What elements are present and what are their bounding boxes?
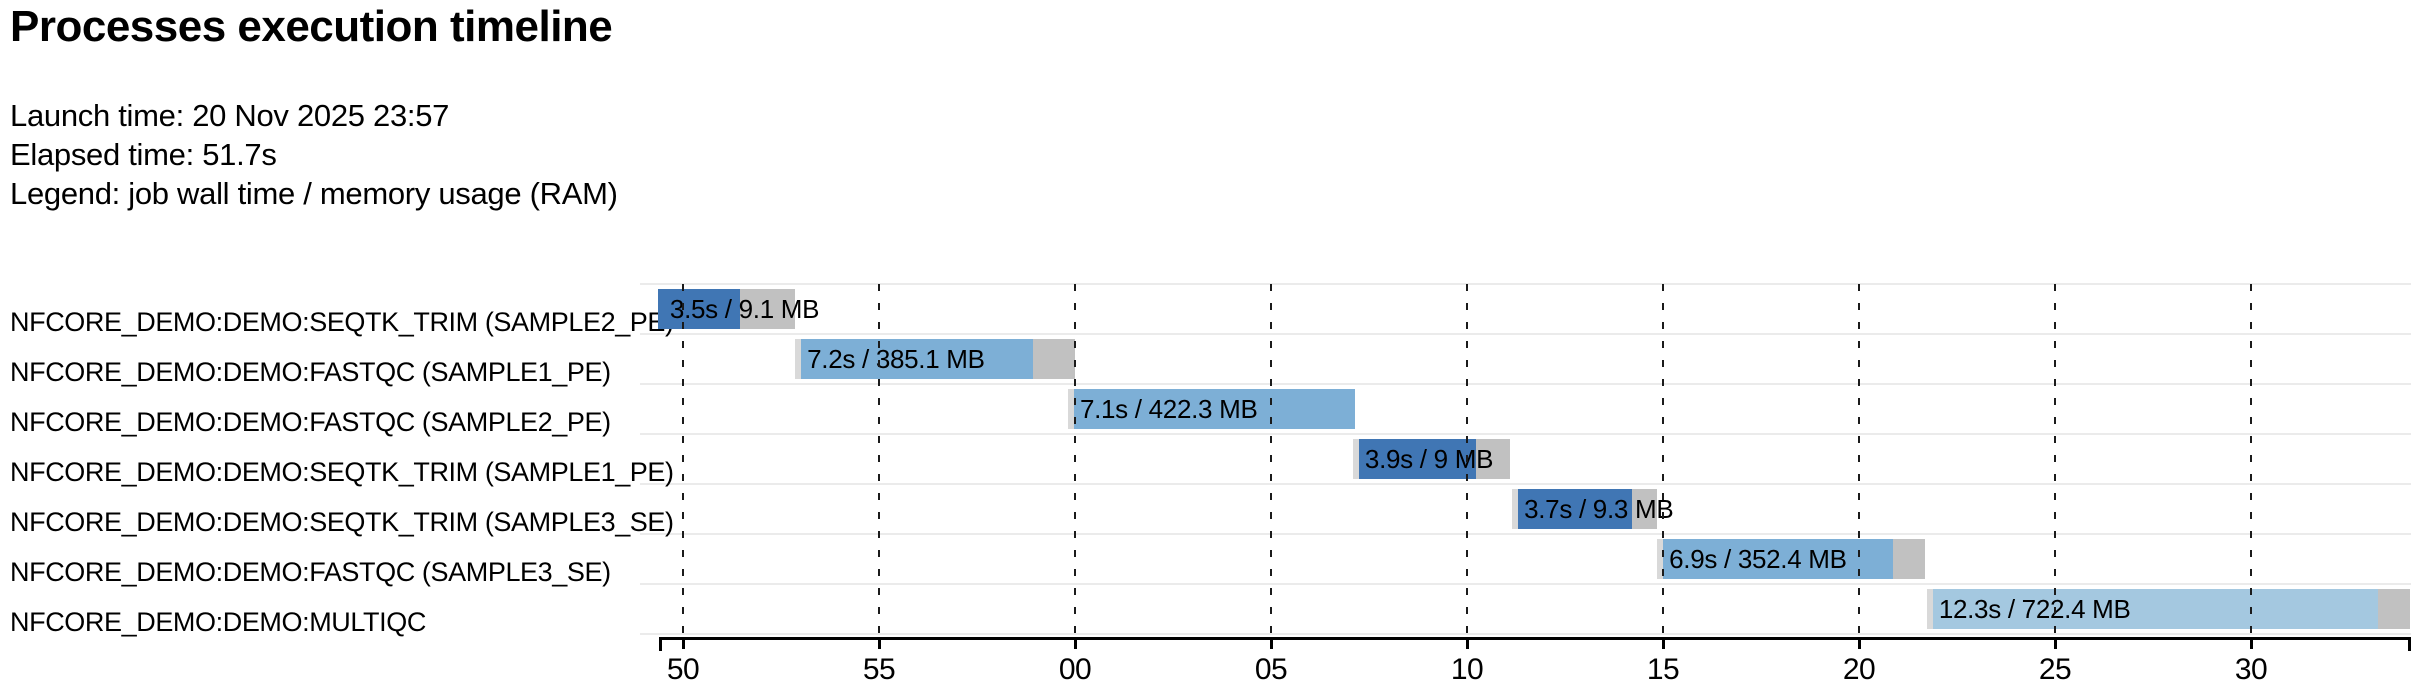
row-separator-line: [640, 383, 2411, 385]
process-label: NFCORE_DEMO:DEMO:FASTQC (SAMPLE2_PE): [10, 407, 611, 437]
row-separator-line: [640, 333, 2411, 335]
page-title: Processes execution timeline: [10, 2, 613, 51]
gridline-dashed: [2054, 284, 2056, 636]
task-bar-label: 7.1s / 422.3 MB: [1079, 394, 1258, 424]
x-axis-tick: [878, 637, 881, 649]
x-axis-tick-label: 00: [1058, 653, 1092, 686]
row-separator-line: [640, 583, 2411, 585]
task-bar-label: 3.9s / 9 MB: [1364, 444, 1494, 474]
task-bar-label: 12.3s / 722.4 MB: [1938, 594, 2131, 624]
task-bar-label: 3.7s / 9.3 MB: [1524, 494, 1674, 524]
x-axis-tick-label: 50: [666, 653, 700, 686]
gridline-dashed: [1270, 284, 1272, 636]
run-metadata: Launch time: 20 Nov 2025 23:57 Elapsed t…: [10, 96, 618, 213]
x-axis-tick-label: 20: [1842, 653, 1876, 686]
task-bar-runtime: [801, 339, 1034, 379]
x-axis-tick: [1270, 637, 1273, 649]
task-bar-runtime: [1073, 389, 1355, 429]
task-bar-overhead-tail: [2378, 589, 2411, 629]
task-bar-label: 6.9s / 352.4 MB: [1669, 544, 1847, 574]
row-separator-line: [640, 433, 2411, 435]
x-axis-tick-label: 30: [2234, 653, 2268, 686]
x-axis-line: [659, 637, 2411, 640]
gridline-dashed: [1466, 284, 1468, 636]
x-axis-endcap-left: [659, 637, 662, 651]
task-bar-submit-sliver: [1657, 539, 1664, 579]
task-bar-runtime: [657, 289, 740, 329]
process-label: NFCORE_DEMO:DEMO:SEQTK_TRIM (SAMPLE1_PE): [10, 457, 674, 487]
task-bar-runtime: [1518, 489, 1633, 529]
x-axis-tick: [1074, 637, 1077, 649]
gridline-dashed: [878, 284, 880, 636]
process-label: NFCORE_DEMO:DEMO:FASTQC (SAMPLE3_SE): [10, 557, 611, 587]
x-axis-endcap-right: [2408, 637, 2411, 651]
x-axis-tick: [2054, 637, 2057, 649]
gridline-dashed: [1074, 284, 1076, 636]
x-axis-tick: [682, 637, 685, 649]
row-separator-line: [640, 283, 2411, 285]
row-separator-line: [640, 633, 2411, 635]
task-bar-submit-sliver: [1926, 589, 1933, 629]
task-bar-overhead-tail: [1476, 439, 1511, 479]
x-axis-tick-label: 55: [862, 653, 896, 686]
task-bar-submit-sliver: [1352, 439, 1359, 479]
gridline-dashed: [1858, 284, 1860, 636]
legend-line: Legend: job wall time / memory usage (RA…: [10, 176, 618, 211]
x-axis-tick-label: 10: [1450, 653, 1484, 686]
task-bar-overhead-tail: [1893, 539, 1925, 579]
x-axis-tick-label: 15: [1646, 653, 1680, 686]
elapsed-time-line: Elapsed time: 51.7s: [10, 137, 277, 172]
x-axis-tick: [1858, 637, 1861, 649]
task-bar-overhead-tail: [1632, 489, 1658, 529]
process-label: NFCORE_DEMO:DEMO:MULTIQC: [10, 607, 426, 637]
gridline-dashed: [682, 284, 684, 636]
x-axis-tick: [1662, 637, 1665, 649]
task-bar-runtime: [1932, 589, 2378, 629]
task-bar-runtime: [1358, 439, 1476, 479]
launch-time-line: Launch time: 20 Nov 2025 23:57: [10, 98, 450, 133]
gridline-dashed: [2250, 284, 2252, 636]
row-separator-line: [640, 483, 2411, 485]
gridline-dashed: [1662, 284, 1664, 636]
task-bar-label: 7.2s / 385.1 MB: [807, 344, 985, 374]
row-separator-line: [640, 533, 2411, 535]
process-label: NFCORE_DEMO:DEMO:SEQTK_TRIM (SAMPLE2_PE): [10, 307, 674, 337]
x-axis-tick-label: 05: [1254, 653, 1288, 686]
task-bar-runtime: [1663, 539, 1894, 579]
x-axis-tick-label: 25: [2038, 653, 2072, 686]
task-bar-submit-sliver: [1512, 489, 1519, 529]
task-bar-overhead-tail: [1033, 339, 1075, 379]
task-bar-submit-sliver: [1067, 389, 1074, 429]
task-bar-overhead-tail: [739, 289, 796, 329]
task-bar-submit-sliver: [795, 339, 802, 379]
x-axis-tick: [1466, 637, 1469, 649]
task-bar-label: 3.5s / 9.1 MB: [669, 294, 820, 324]
process-label: NFCORE_DEMO:DEMO:SEQTK_TRIM (SAMPLE3_SE): [10, 507, 674, 537]
process-label: NFCORE_DEMO:DEMO:FASTQC (SAMPLE1_PE): [10, 357, 611, 387]
x-axis-tick: [2250, 637, 2253, 649]
